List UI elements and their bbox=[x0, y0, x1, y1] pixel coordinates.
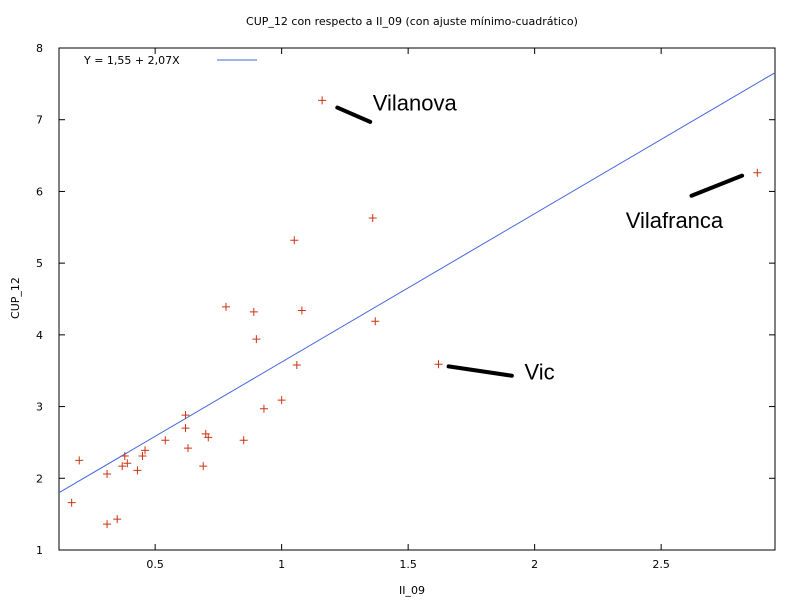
x-tick-label: 2.5 bbox=[652, 558, 670, 571]
data-point bbox=[103, 520, 112, 529]
data-point bbox=[199, 462, 208, 471]
data-point bbox=[181, 424, 190, 433]
data-point bbox=[290, 236, 299, 245]
data-point bbox=[123, 459, 132, 468]
data-point bbox=[292, 360, 301, 369]
data-point bbox=[120, 452, 129, 461]
annotation-label: Vilanova bbox=[373, 90, 458, 115]
data-point bbox=[239, 436, 248, 445]
y-tick-label: 4 bbox=[36, 329, 43, 342]
annotation-arrow bbox=[689, 173, 745, 198]
x-tick-label: 0.5 bbox=[146, 558, 164, 571]
x-tick-label: 1 bbox=[278, 558, 285, 571]
data-point bbox=[67, 498, 76, 507]
data-point bbox=[221, 302, 230, 311]
data-point bbox=[371, 317, 380, 326]
x-tick-label: 1.5 bbox=[399, 558, 417, 571]
plot-area: 0.5 1 1.5 2 2.5 1 2 3 4 5 6 7 8 Y = 1,55 + 2,07X Vilan… bbox=[36, 42, 776, 571]
regression-line bbox=[58, 72, 776, 494]
data-point bbox=[138, 452, 147, 461]
data-point bbox=[297, 306, 306, 315]
data-point bbox=[141, 446, 150, 455]
annotation-arrow bbox=[446, 364, 514, 378]
data-point bbox=[133, 466, 142, 475]
data-point bbox=[113, 515, 122, 524]
annotation-arrow bbox=[335, 105, 373, 124]
chart-title: CUP_12 con respecto a II_09 (con ajuste … bbox=[246, 15, 578, 28]
annotation-label: Vilafranca bbox=[626, 208, 724, 233]
data-point bbox=[368, 213, 377, 222]
data-point bbox=[318, 96, 327, 105]
data-point bbox=[259, 404, 268, 413]
data-point bbox=[434, 360, 443, 369]
legend-label: Y = 1,55 + 2,07X bbox=[83, 54, 180, 67]
plot-frame bbox=[58, 47, 776, 551]
data-point bbox=[181, 411, 190, 420]
annotation-label: Vic bbox=[525, 359, 555, 384]
y-tick-label: 5 bbox=[36, 257, 43, 270]
data-point bbox=[277, 396, 286, 405]
data-point bbox=[75, 456, 84, 465]
y-tick-label: 8 bbox=[36, 42, 43, 55]
y-tick-label: 3 bbox=[36, 401, 43, 414]
data-point bbox=[161, 436, 170, 445]
data-point bbox=[118, 462, 127, 471]
y-tick-label: 7 bbox=[36, 114, 43, 127]
data-point bbox=[184, 444, 193, 453]
y-axis-label: CUP_12 bbox=[9, 277, 22, 319]
y-tick-label: 2 bbox=[36, 472, 43, 485]
y-tick-label: 1 bbox=[36, 544, 43, 557]
data-point bbox=[249, 307, 258, 316]
data-point bbox=[204, 433, 213, 442]
data-point bbox=[252, 335, 261, 344]
data-point bbox=[753, 168, 762, 177]
y-tick-label: 6 bbox=[36, 185, 43, 198]
x-axis-label: II_09 bbox=[399, 584, 425, 597]
x-tick-label: 2 bbox=[531, 558, 538, 571]
data-point bbox=[103, 469, 112, 478]
